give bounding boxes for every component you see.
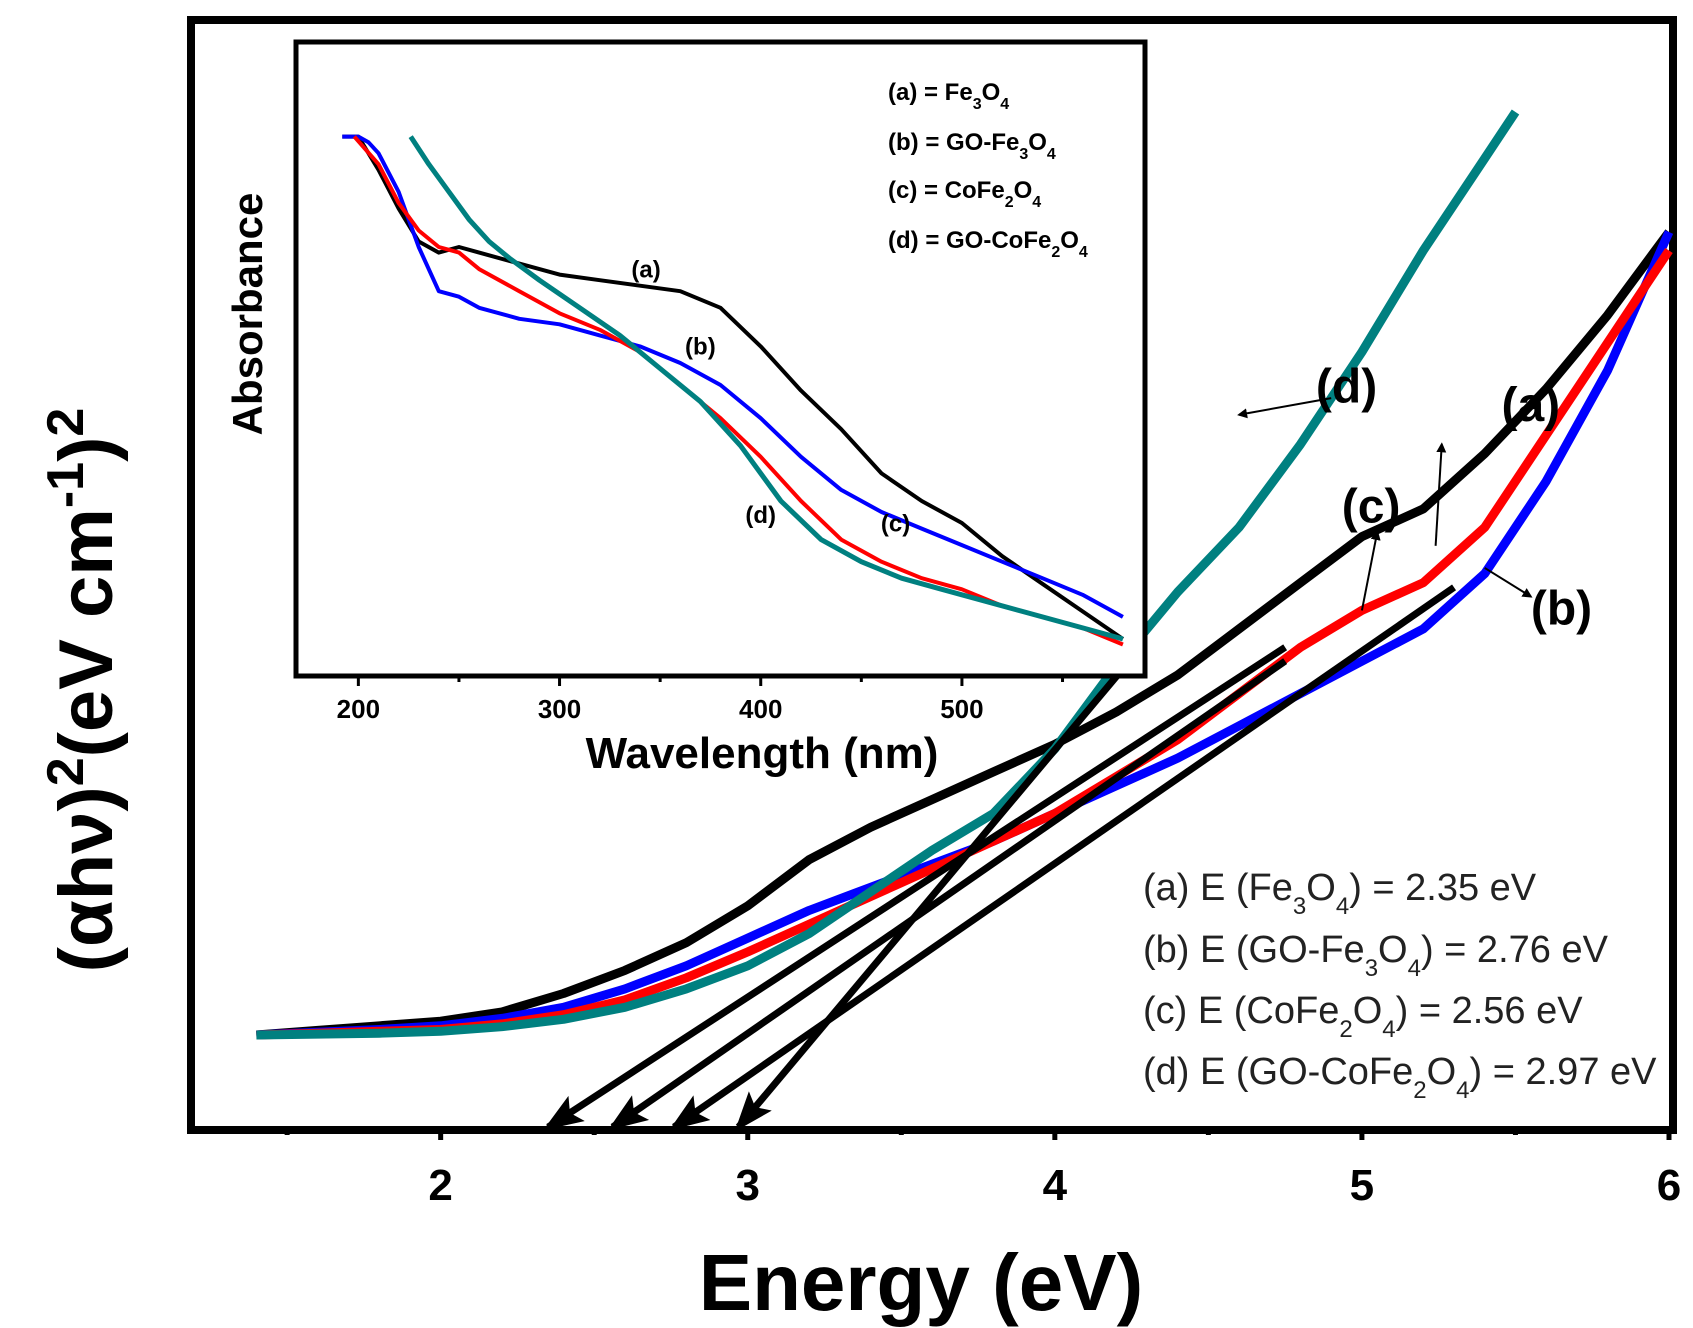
label-arrow bbox=[1434, 442, 1447, 546]
inset-x-ticks: 200 300 400 500 bbox=[337, 676, 1065, 724]
inset-legend-entry: (a) = Fe3O4 bbox=[888, 79, 1009, 113]
tangent-line-c bbox=[607, 658, 1288, 1131]
inset-curve-label-a: (a) bbox=[631, 256, 660, 283]
label-arrow bbox=[1237, 397, 1332, 419]
inset-curve-label-c: (c) bbox=[881, 510, 910, 537]
legend-entry: (c) E (CoFe2O4) = 2.56 eV bbox=[1143, 990, 1583, 1043]
legend-entry: (d) E (GO-CoFe2O4) = 2.97 eV bbox=[1143, 1051, 1657, 1104]
x-tick-label: 3 bbox=[736, 1161, 760, 1210]
main-x-axis-title: Energy (eV) bbox=[699, 1238, 1144, 1327]
label-arrow bbox=[1484, 567, 1533, 598]
main-legend: (a) E (Fe3O4) = 2.35 eV (b) E (GO-Fe3O4)… bbox=[1143, 867, 1657, 1104]
inset-series-b bbox=[342, 134, 1124, 619]
inset-chart: 200 300 400 500 (a) (b) (d) (c) Wavelength (nm… bbox=[224, 39, 1148, 778]
tangent-line-d bbox=[734, 645, 1144, 1132]
inset-plot-frame bbox=[293, 39, 1148, 679]
inset-legend: (a) = Fe3O4 (b) = GO-Fe3O4 (c) = CoFe2O4… bbox=[888, 79, 1088, 261]
inset-legend-entry: (d) = GO-CoFe2O4 bbox=[888, 227, 1088, 261]
curve-label-b: (b) bbox=[1531, 582, 1592, 635]
main-y-axis-title: (αhν)2(eV cm-1)2 bbox=[37, 408, 129, 973]
inset-curve-labels: (a) (b) (d) (c) bbox=[631, 256, 910, 537]
curve-label-a: (a) bbox=[1501, 379, 1560, 432]
main-plot-frame bbox=[187, 16, 1677, 1134]
inset-x-tick-label: 200 bbox=[337, 694, 380, 724]
label-arrow bbox=[1360, 530, 1381, 611]
curve-label-d: (d) bbox=[1316, 361, 1377, 414]
inset-x-tick-label: 300 bbox=[538, 694, 581, 724]
main-tangent-lines bbox=[543, 584, 1457, 1132]
x-tick-label: 5 bbox=[1350, 1161, 1374, 1210]
legend-entry: (b) E (GO-Fe3O4) = 2.76 eV bbox=[1143, 929, 1609, 982]
inset-series-d bbox=[408, 135, 1124, 642]
inset-x-axis-title: Wavelength (nm) bbox=[586, 729, 939, 778]
inset-curve-label-b: (b) bbox=[685, 334, 716, 361]
main-label-arrows bbox=[1237, 397, 1533, 611]
inset-curve-label-d: (d) bbox=[745, 502, 776, 529]
legend-entry: (a) E (Fe3O4) = 2.35 eV bbox=[1143, 867, 1537, 920]
x-tick-label: 2 bbox=[428, 1161, 452, 1210]
tangent-line-a bbox=[543, 644, 1288, 1131]
inset-legend-entry: (c) = CoFe2O4 bbox=[888, 177, 1041, 211]
x-tick-label: 6 bbox=[1657, 1161, 1681, 1210]
inset-x-tick-label: 400 bbox=[739, 694, 782, 724]
inset-curves bbox=[342, 134, 1125, 647]
tangent-line-b bbox=[669, 584, 1457, 1131]
x-tick-label: 4 bbox=[1043, 1161, 1068, 1210]
inset-legend-entry: (b) = GO-Fe3O4 bbox=[888, 129, 1056, 163]
main-x-ticks: 2 3 4 5 6 bbox=[284, 1126, 1681, 1210]
inset-x-tick-label: 500 bbox=[940, 694, 983, 724]
inset-y-axis-title: Absorbance bbox=[224, 193, 271, 436]
curve-label-c: (c) bbox=[1342, 481, 1401, 534]
main-series-a bbox=[256, 229, 1673, 1040]
main-curve-labels: (d) (a) (c) (b) bbox=[1316, 361, 1592, 636]
